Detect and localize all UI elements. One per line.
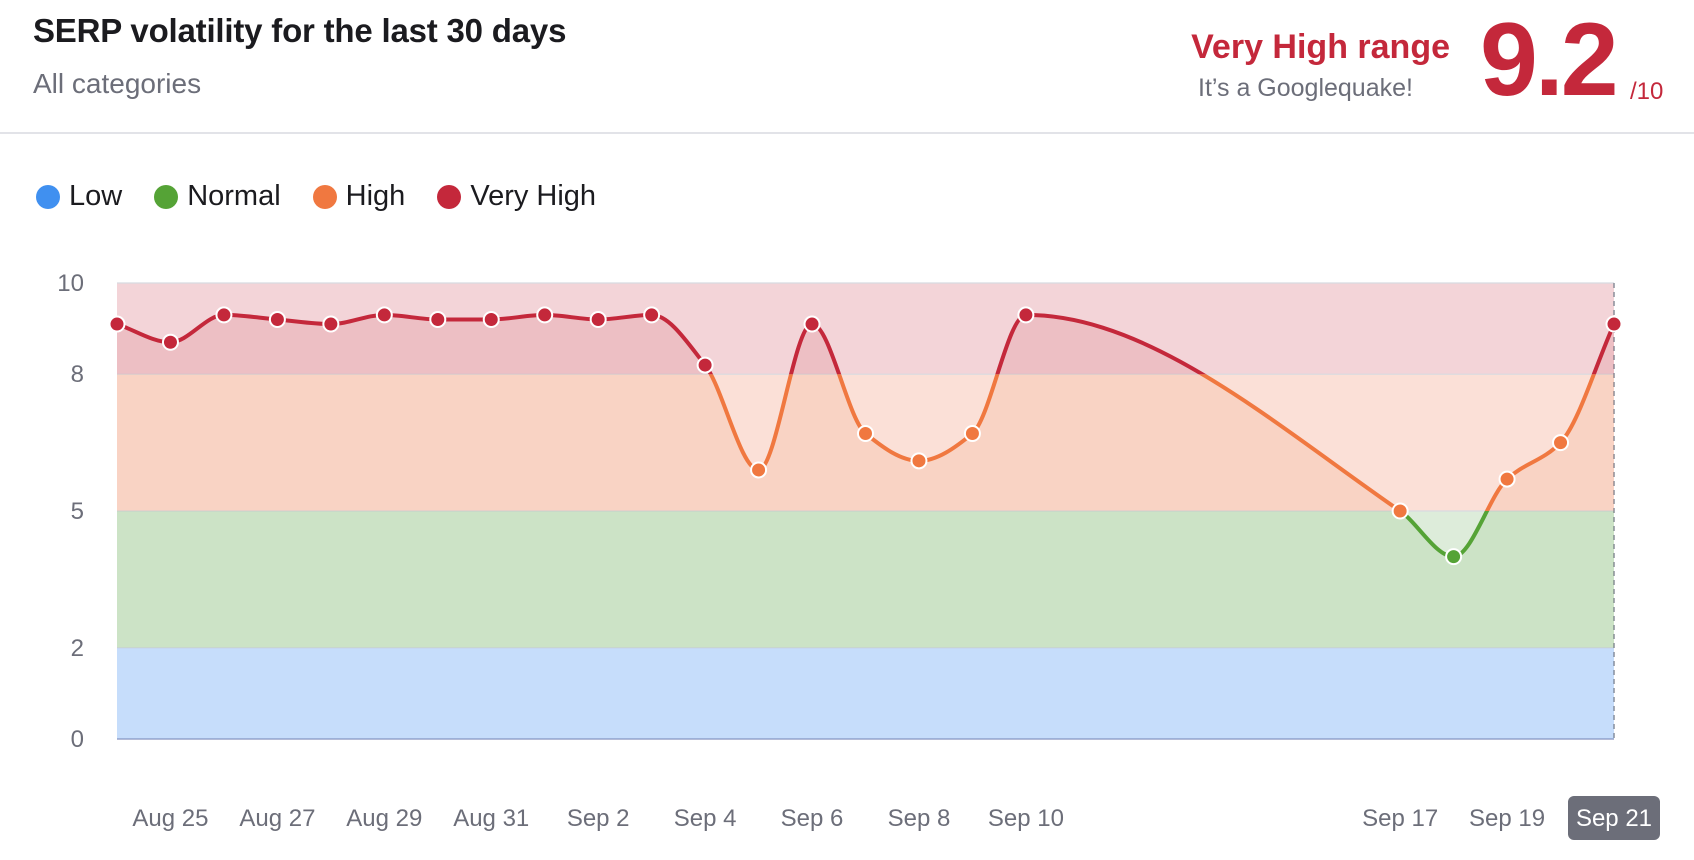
legend-item-normal[interactable]: Normal (154, 180, 281, 213)
data-point (643, 306, 661, 324)
data-point (750, 461, 768, 479)
band-low (117, 647, 1614, 739)
legend-dot-high (312, 184, 337, 209)
y-tick-label: 0 (71, 726, 84, 753)
series-line-normal (1396, 511, 1490, 559)
series-line-very-high (116, 312, 1616, 375)
data-point (536, 306, 554, 324)
y-tick-label: 8 (71, 361, 84, 388)
chart-legend: Low Normal High Very High (36, 180, 628, 213)
data-point (161, 333, 179, 351)
x-axis: Aug 25 Aug 27 Aug 29 Aug 31 Sep 2 Sep 4 Sep 6 S… (132, 796, 1660, 840)
score-denominator: /10 (1630, 78, 1664, 105)
x-tick-label: Aug 29 (346, 805, 422, 832)
series-points (108, 306, 1623, 566)
category-filter-label: All categories (33, 68, 202, 99)
data-point (963, 424, 981, 442)
volatility-score: 9.2 (1480, 2, 1619, 118)
legend-label-normal: Normal (187, 180, 281, 212)
band-normal (117, 511, 1614, 648)
legend-label-very-high: Very High (470, 180, 597, 212)
x-tick-label: Sep 19 (1469, 805, 1545, 832)
range-label: Very High range (1191, 28, 1450, 66)
x-tick-label: Sep 4 (674, 805, 737, 832)
data-point (589, 310, 607, 328)
x-tick-label: Aug 25 (132, 805, 208, 832)
data-point (375, 306, 393, 324)
y-axis: 0 2 5 8 10 (57, 270, 84, 753)
data-point (1605, 315, 1623, 333)
series-area (117, 314, 1614, 739)
data-point (696, 356, 714, 374)
legend-item-high[interactable]: High (312, 180, 406, 213)
data-point (1498, 470, 1516, 488)
data-point (1445, 548, 1463, 566)
data-point (1552, 434, 1570, 452)
legend-dot-normal (154, 184, 179, 209)
legend-item-very-high[interactable]: Very High (437, 180, 596, 213)
x-tick-highlight (1568, 796, 1660, 840)
data-point (803, 315, 821, 333)
data-point (482, 310, 500, 328)
x-tick-label: Sep 8 (888, 805, 951, 832)
area-fill-low (117, 647, 1614, 739)
legend-dot-very-high (437, 184, 462, 209)
y-tick-label: 2 (71, 635, 84, 662)
x-tick-label: Sep 6 (781, 805, 844, 832)
x-tick-label: Aug 27 (239, 805, 315, 832)
legend-label-low: Low (69, 180, 123, 212)
data-point (857, 424, 874, 442)
series-line-high (708, 374, 1597, 512)
legend-label-high: High (345, 180, 406, 212)
x-tick-label: Aug 31 (453, 805, 529, 832)
data-point (1017, 306, 1035, 324)
x-tick-label: Sep 2 (567, 805, 630, 832)
x-tick-label: Sep 21 (1576, 805, 1652, 832)
area-fill-normal (117, 511, 1614, 648)
data-point (215, 306, 233, 324)
grid-lines (117, 282, 1615, 740)
legend-dot-low (36, 184, 60, 209)
chart-title: SERP volatility for the last 30 days (33, 12, 567, 49)
range-bands (117, 283, 1614, 739)
data-point (429, 310, 447, 328)
data-point (322, 315, 340, 333)
chart-header: SERP volatility for the last 30 days All… (0, 0, 1694, 134)
data-point (910, 452, 928, 470)
y-tick-label: 10 (57, 270, 84, 297)
data-point (108, 315, 126, 333)
data-point (268, 310, 286, 328)
x-tick-label: Sep 10 (988, 805, 1064, 832)
range-subtitle: It’s a Googlequake! (1198, 74, 1413, 102)
data-point (1391, 502, 1409, 520)
series-line (116, 312, 1616, 559)
band-very-high (117, 283, 1614, 375)
x-tick-label: Sep 17 (1362, 805, 1438, 832)
y-tick-label: 5 (71, 498, 84, 525)
legend-item-low[interactable]: Low (36, 180, 122, 213)
